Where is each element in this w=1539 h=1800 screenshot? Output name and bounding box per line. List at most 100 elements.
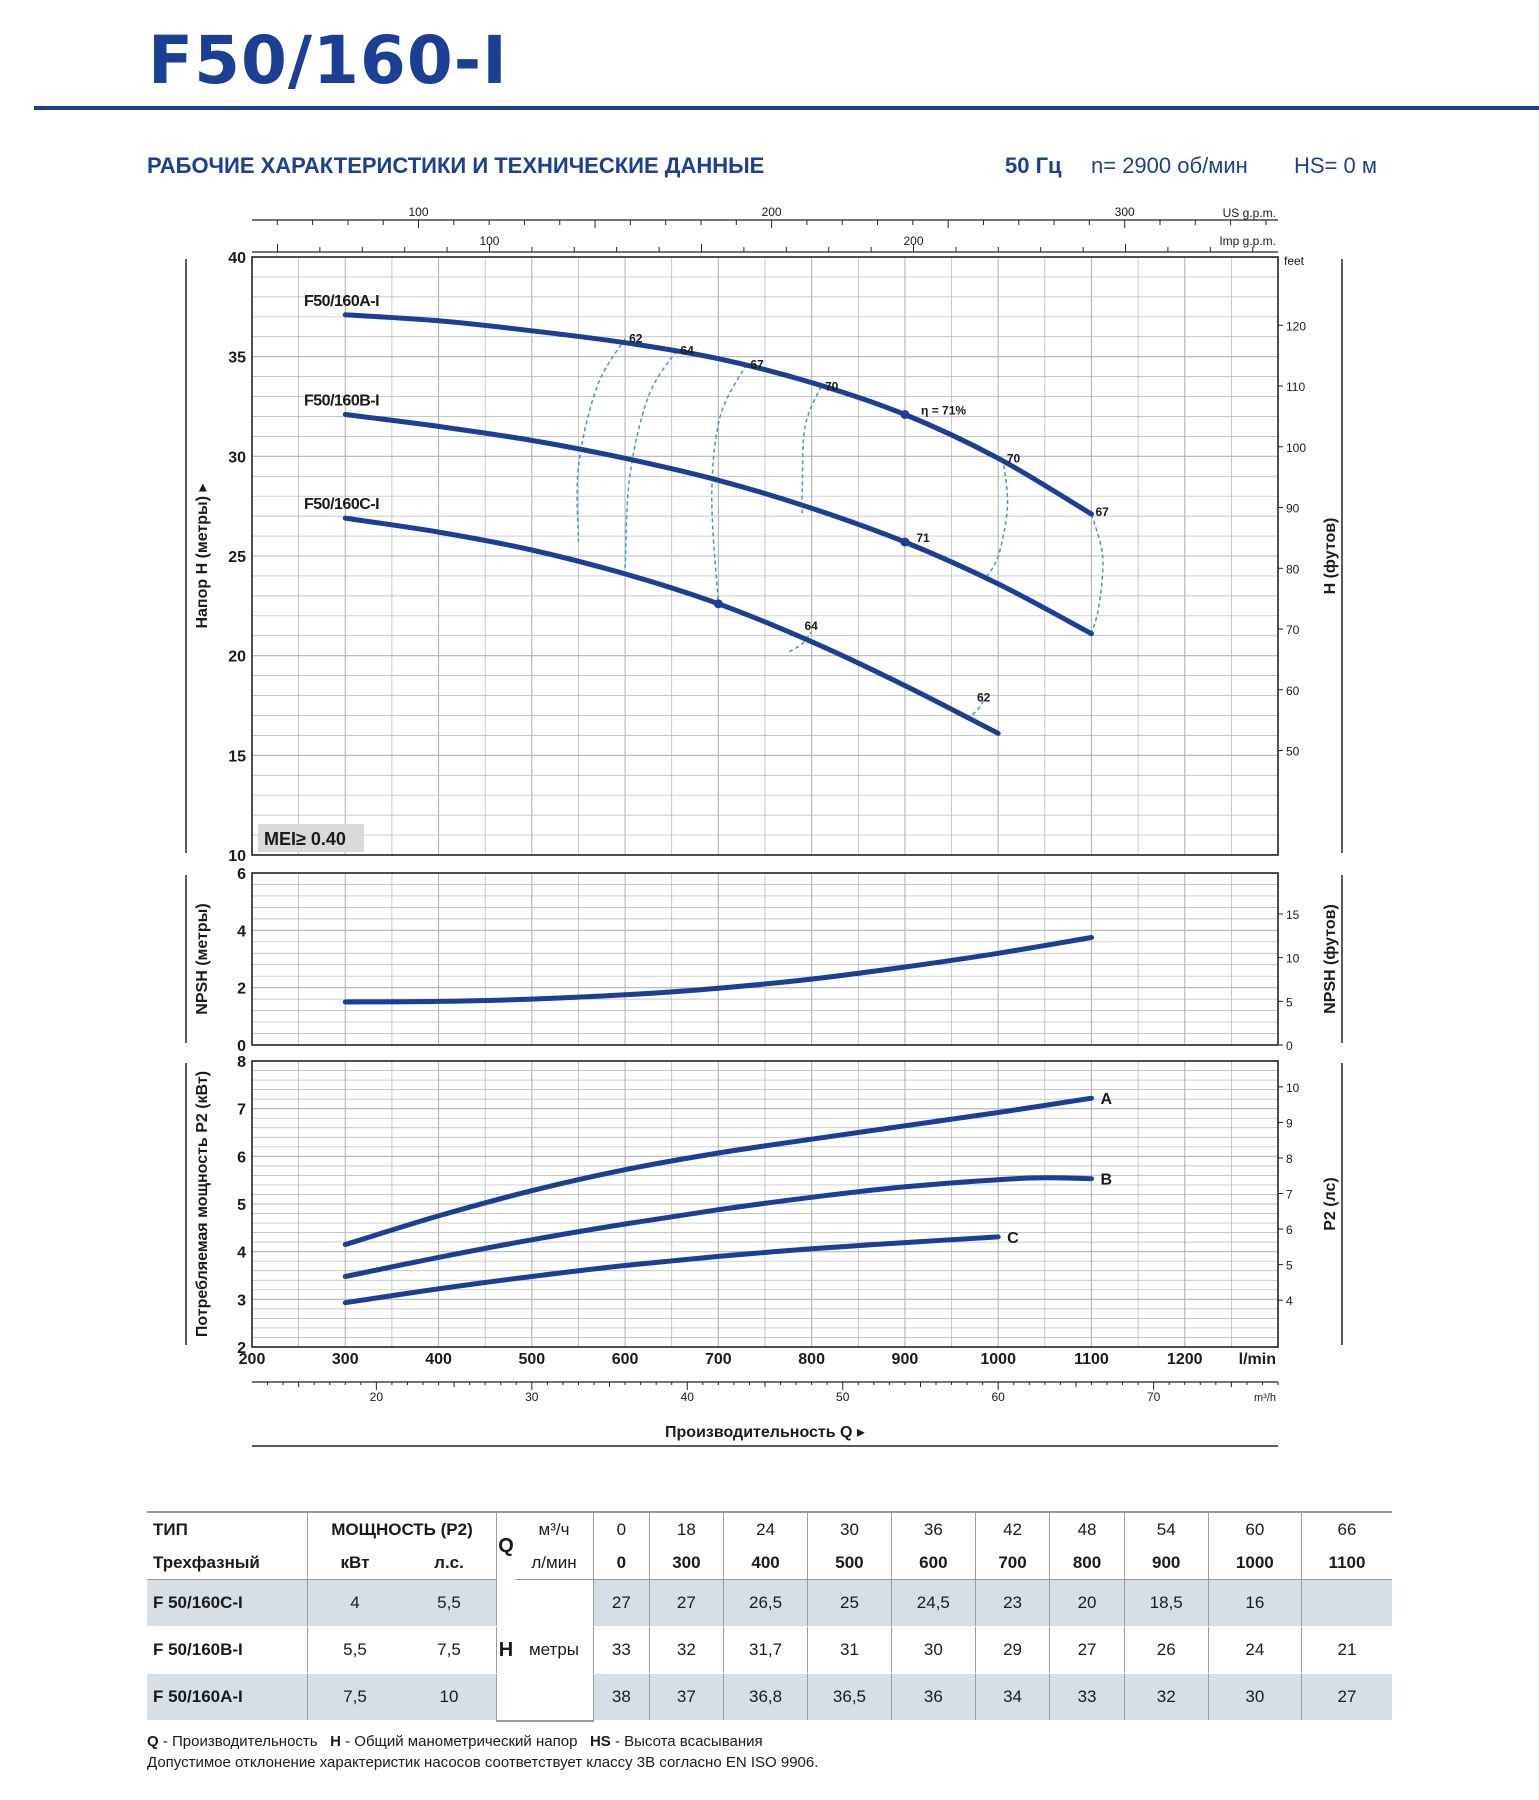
head-cell: 38 xyxy=(593,1673,650,1721)
efficiency-label: 62 xyxy=(629,332,643,346)
flow-m3h-cell: 30 xyxy=(807,1511,892,1546)
top-axis-unit: Imp g.p.m. xyxy=(1219,234,1276,248)
m3h-tick-label: 30 xyxy=(525,1390,539,1404)
efficiency-label: 70 xyxy=(825,380,839,394)
efficiency-label: η = 71% xyxy=(921,403,966,417)
y-tick-label: 8 xyxy=(237,1054,246,1071)
series-label: F50/160C-I xyxy=(304,496,379,513)
y-tick-label: 0 xyxy=(237,1038,246,1055)
h-label-spacer xyxy=(496,1673,515,1722)
y2-tick-label: 60 xyxy=(1286,684,1300,698)
h-label-spacer xyxy=(496,1579,515,1627)
head-cell: 18,5 xyxy=(1123,1579,1209,1627)
head-cell: 33 xyxy=(1049,1673,1125,1721)
efficiency-contour xyxy=(576,338,626,543)
plot-frame xyxy=(251,256,1279,856)
series-label: C xyxy=(1007,1230,1019,1247)
plot-frame xyxy=(251,1060,1279,1348)
head-cell: 36,5 xyxy=(807,1673,892,1721)
unit-lmin: л/мин xyxy=(515,1546,594,1580)
npsh-curve xyxy=(342,935,1094,1005)
head-cell: 33 xyxy=(593,1626,650,1674)
y2-tick-label: 80 xyxy=(1286,562,1300,576)
best-efficiency-point xyxy=(900,537,910,547)
flow-lmin-cell: 900 xyxy=(1123,1546,1209,1580)
y2-tick-label: 10 xyxy=(1286,1081,1300,1095)
y-tick-label: 25 xyxy=(228,549,246,566)
title-rule xyxy=(34,106,1539,110)
y-tick-label: 6 xyxy=(237,1149,246,1166)
h-symbol: H xyxy=(496,1626,515,1674)
top-axis-label: 200 xyxy=(903,234,923,248)
head-cell: 27 xyxy=(1300,1673,1392,1721)
m3h-tick-label: 60 xyxy=(992,1390,1006,1404)
y-tick-label: 2 xyxy=(237,981,246,998)
head-cell: 29 xyxy=(974,1626,1050,1674)
head-cell: 32 xyxy=(648,1626,724,1674)
table-row: F 50/160B-I 5,5 7,5 H метры 33 32 31,7 3… xyxy=(147,1626,1392,1674)
x-tick-label: 800 xyxy=(798,1351,825,1368)
y2-tick-label: 100 xyxy=(1286,441,1306,455)
flow-m3h-cell: 0 xyxy=(593,1511,650,1546)
flow-lmin-cell: 0 xyxy=(593,1546,650,1580)
flow-lmin-cell: 600 xyxy=(890,1546,976,1580)
section-heading: РАБОЧИЕ ХАРАКТЕРИСТИКИ И ТЕХНИЧЕСКИЕ ДАН… xyxy=(147,153,765,178)
y2-tick-label: 90 xyxy=(1286,502,1300,516)
flow-m3h-cell: 48 xyxy=(1049,1511,1125,1546)
flow-lmin-cell: 500 xyxy=(807,1546,892,1580)
kw-cell: 4 xyxy=(307,1579,402,1627)
tolerance-note: Допустимое отклонение характеристик насо… xyxy=(147,1754,819,1771)
head-cell: 30 xyxy=(1207,1673,1302,1721)
hp-header: л.с. xyxy=(402,1546,497,1580)
y2-tick-label: 50 xyxy=(1286,745,1300,759)
x-tick-label: 200 xyxy=(239,1351,266,1368)
y2-axis-label: H (футов) xyxy=(1322,518,1339,595)
flow-lmin-cell: 800 xyxy=(1049,1546,1125,1580)
phase-header: Трехфазный xyxy=(147,1546,308,1580)
model-cell: F 50/160B-I xyxy=(147,1626,308,1674)
head-cell: 26 xyxy=(1123,1626,1209,1674)
h-unit: метры xyxy=(528,1640,580,1659)
hp-cell: 5,5 xyxy=(402,1579,497,1627)
kw-header: кВт xyxy=(307,1546,402,1580)
efficiency-label: 70 xyxy=(1007,451,1021,465)
y2-tick-label: 0 xyxy=(1286,1039,1293,1053)
flow-lmin-cell: 300 xyxy=(648,1546,724,1580)
y2-axis-label: P2 (лс) xyxy=(1322,1177,1339,1231)
hs-key: HS xyxy=(589,1733,611,1750)
m3h-tick-label: 20 xyxy=(370,1390,384,1404)
h-key: H xyxy=(330,1733,341,1750)
head-cell: 31 xyxy=(807,1626,892,1674)
m3h-tick-label: 40 xyxy=(681,1390,695,1404)
head-cell: 27 xyxy=(648,1579,724,1627)
flow-m3h-cell: 54 xyxy=(1123,1511,1209,1546)
q-desc: - Производительность xyxy=(158,1733,318,1750)
head-cell: 24 xyxy=(1207,1626,1302,1674)
flow-m3h-cell: 66 xyxy=(1300,1511,1392,1546)
x-tick-label: 500 xyxy=(518,1351,545,1368)
power-curve xyxy=(342,1234,1001,1306)
suction-label: HS= 0 м xyxy=(1294,153,1377,178)
table-row: F 50/160C-I 4 5,5 27 27 26,5 25 24,5 23 … xyxy=(147,1579,1392,1627)
flow-lmin-cell: 700 xyxy=(974,1546,1050,1580)
h-unit-spacer xyxy=(515,1580,594,1627)
efficiency-contour xyxy=(624,350,678,569)
series-label: A xyxy=(1100,1091,1112,1108)
m3h-unit-label: m³/h xyxy=(1254,1392,1276,1404)
m3h-tick-label: 70 xyxy=(1147,1390,1161,1404)
model-cell: F 50/160C-I xyxy=(147,1579,308,1627)
y2-tick-label: 7 xyxy=(1286,1188,1293,1202)
y-tick-label: 20 xyxy=(228,649,246,666)
y2-tick-label: 8 xyxy=(1286,1152,1293,1166)
flow-m3h-cell: 42 xyxy=(974,1511,1050,1546)
y2-tick-label: 70 xyxy=(1286,623,1300,637)
head-curve xyxy=(342,412,1094,637)
head-cell: 32 xyxy=(1123,1673,1209,1721)
head-cell: 37 xyxy=(648,1673,724,1721)
efficiency-contour xyxy=(711,364,747,604)
x-tick-label: 600 xyxy=(612,1351,639,1368)
y2-tick-label: 4 xyxy=(1286,1294,1293,1308)
y-axis-label: NPSH (метры) xyxy=(194,903,211,1014)
x-unit-label: l/min xyxy=(1239,1351,1276,1368)
best-efficiency-point xyxy=(900,409,910,419)
